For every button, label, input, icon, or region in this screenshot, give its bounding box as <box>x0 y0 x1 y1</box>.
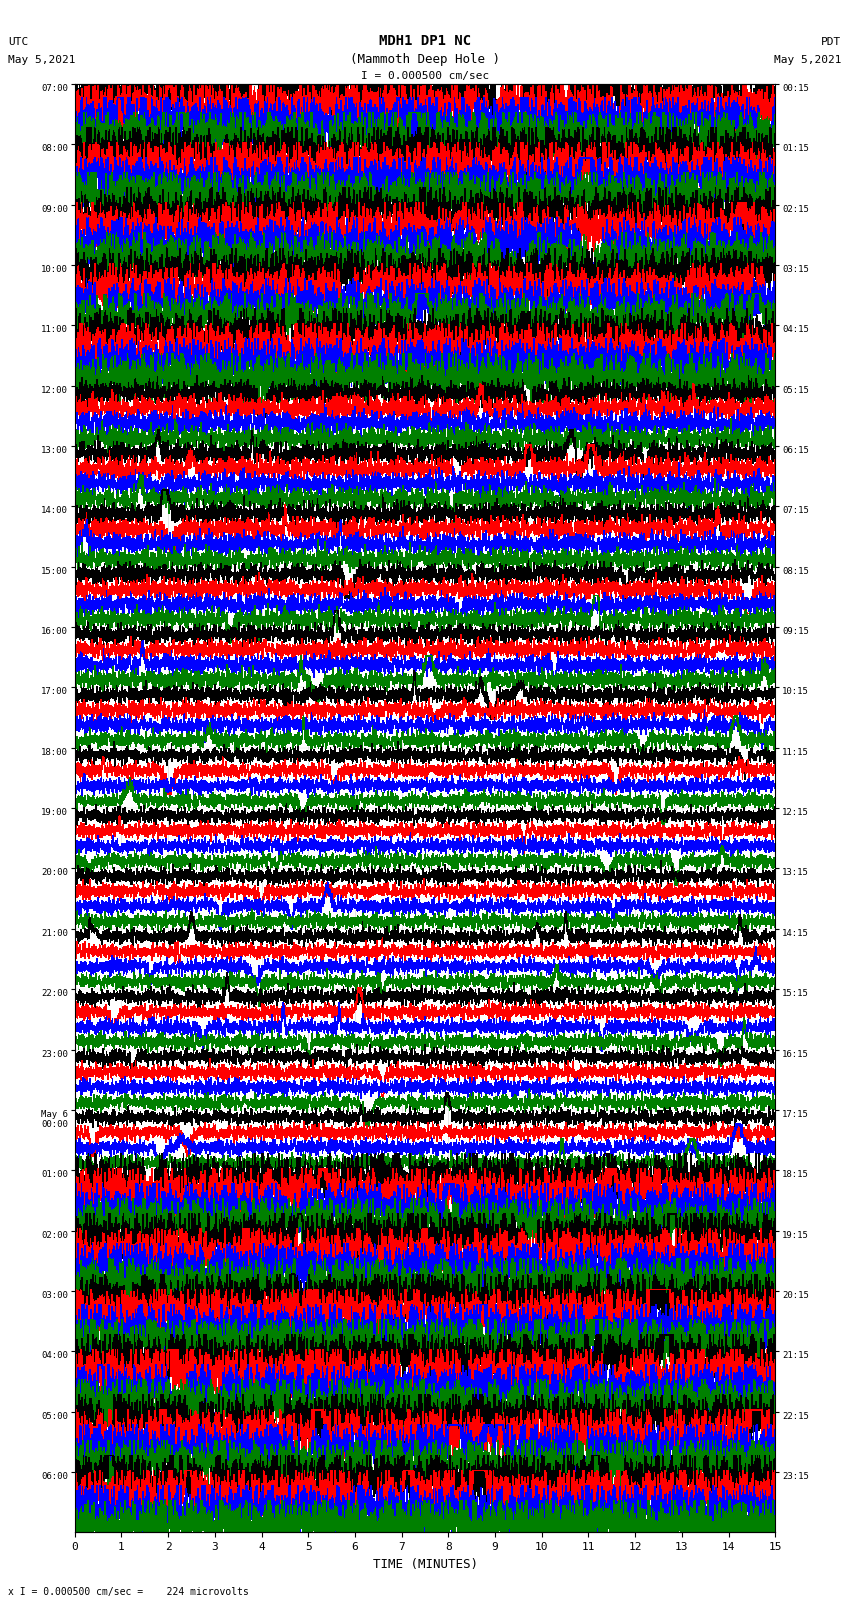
Text: MDH1 DP1 NC: MDH1 DP1 NC <box>379 34 471 48</box>
Text: May 5,2021: May 5,2021 <box>8 55 76 65</box>
Text: May 5,2021: May 5,2021 <box>774 55 842 65</box>
Text: x I = 0.000500 cm/sec =    224 microvolts: x I = 0.000500 cm/sec = 224 microvolts <box>8 1587 249 1597</box>
Text: PDT: PDT <box>821 37 842 47</box>
Text: (Mammoth Deep Hole ): (Mammoth Deep Hole ) <box>350 53 500 66</box>
Text: UTC: UTC <box>8 37 29 47</box>
Text: I = 0.000500 cm/sec: I = 0.000500 cm/sec <box>361 71 489 81</box>
X-axis label: TIME (MINUTES): TIME (MINUTES) <box>372 1558 478 1571</box>
